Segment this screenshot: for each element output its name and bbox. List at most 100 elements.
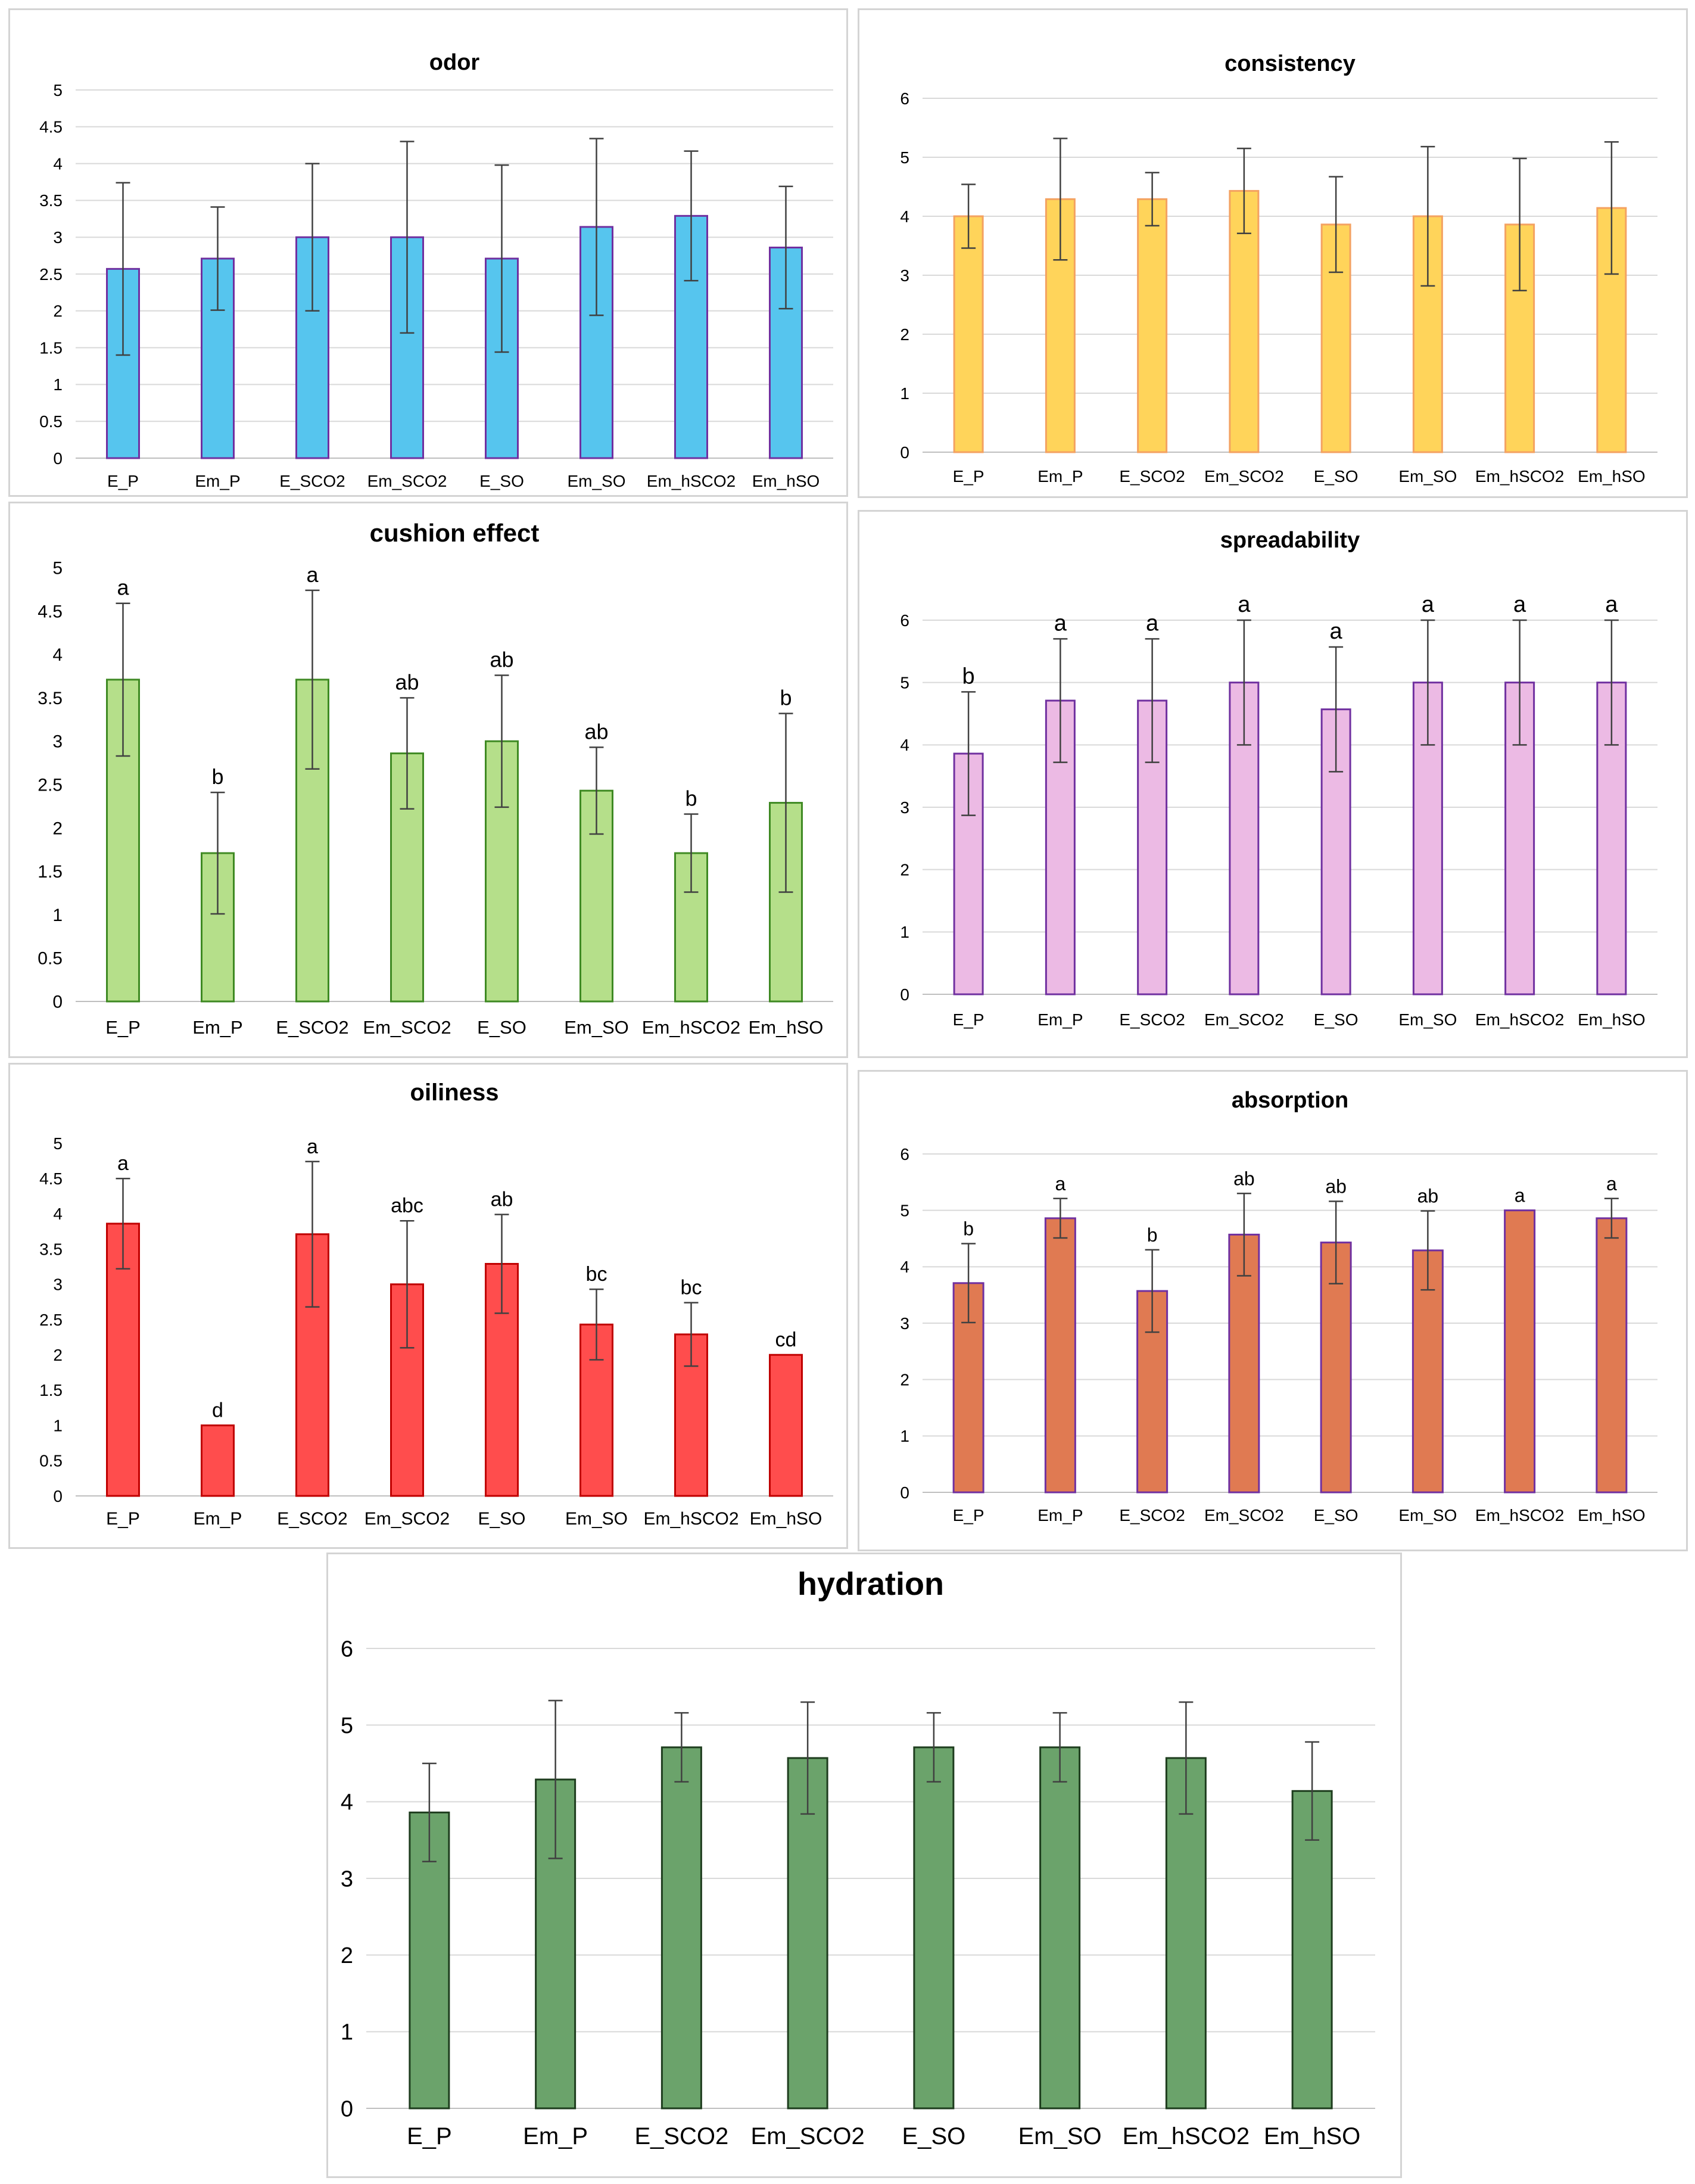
x-tick-label: Em_hSO: [1578, 1010, 1646, 1029]
x-tick-label: Em_hSCO2: [1475, 1506, 1564, 1525]
y-tick-label: 4.5: [39, 1169, 63, 1188]
bar-E_SCO2: [660, 1746, 702, 2110]
significance-letter: a: [1055, 1173, 1065, 1194]
chart-panel-odor: odor 0 0.5 1 1.5 2 2.5 3 3.5 4 4.5 5 E_P Em_P E_SCO2 Em…: [8, 8, 848, 497]
x-tick-label: Em_SCO2: [364, 1509, 450, 1529]
x-tick-label: Em_SO: [565, 1509, 628, 1529]
bar-Em_P: [535, 1778, 577, 2110]
x-tick-label: Em_hSCO2: [1475, 467, 1564, 486]
y-tick-label: 2: [53, 302, 63, 321]
x-tick-label: E_SO: [1314, 1506, 1359, 1525]
significance-letter: ab: [1233, 1168, 1255, 1189]
y-tick-label: 2: [341, 1943, 353, 1968]
y-tick-label: 4: [900, 736, 909, 754]
y-tick-label: 0.5: [39, 412, 63, 431]
x-tick-label: Em_P: [192, 1017, 242, 1038]
y-tick-label: 0: [53, 449, 63, 468]
y-tick-label: 5: [53, 81, 63, 99]
chart-panel-absorption: absorption 0 1 2 3 4 5 6 b E_P a Em_P b E_SCO2 ab Em_SC…: [858, 1070, 1688, 1551]
x-tick-label: Em_P: [194, 1509, 242, 1529]
bar-Em_hSCO2: [1165, 1757, 1207, 2110]
x-tick-label: Em_hSCO2: [643, 1509, 739, 1529]
x-tick-label: Em_SO: [567, 472, 625, 490]
y-tick-label: 3: [900, 798, 909, 817]
x-tick-label: Em_SCO2: [1204, 467, 1284, 486]
bar-Em_SCO2: [1229, 189, 1260, 453]
y-tick-label: 1: [53, 1416, 63, 1435]
chart-panel-cushion-effect: cushion effect 0 0.5 1 1.5 2 2.5 3 3.5 4 4.5 5 a E_P b…: [8, 502, 848, 1058]
x-tick-label: Em_hSCO2: [1475, 1010, 1564, 1029]
y-tick-label: 6: [900, 611, 909, 630]
significance-letter: b: [962, 664, 975, 689]
y-tick-label: 2: [900, 1370, 909, 1389]
y-tick-label: 0.5: [38, 949, 63, 969]
bar-Em_hSO: [1596, 1217, 1628, 1494]
x-tick-label: Em_SO: [1398, 1010, 1457, 1029]
significance-letter: ab: [1417, 1186, 1439, 1207]
x-tick-label: E_SCO2: [277, 1509, 347, 1529]
significance-letter: a: [1605, 592, 1618, 617]
significance-letter: cd: [775, 1329, 797, 1351]
x-tick-label: Em_SO: [1398, 467, 1457, 486]
x-tick-label: Em_hSO: [749, 1017, 824, 1038]
significance-letter: a: [1330, 619, 1343, 644]
x-tick-label: E_SO: [1314, 1010, 1359, 1029]
y-tick-label: 4.5: [39, 118, 63, 136]
y-tick-label: 0: [53, 1487, 63, 1505]
significance-letter: a: [1515, 1185, 1525, 1206]
y-tick-label: 6: [341, 1637, 353, 1662]
x-tick-label: E_SO: [477, 1017, 526, 1038]
significance-letter: b: [211, 764, 223, 789]
chart-cushion-effect: cushion effect 0 0.5 1 1.5 2 2.5 3 3.5 4 4.5 5 a E_P b…: [38, 519, 833, 1038]
significance-letter: a: [1238, 592, 1251, 617]
y-tick-label: 1: [900, 384, 909, 403]
significance-letter: a: [306, 562, 319, 587]
chart-panel-hydration: hydration 0 1 2 3 4 5 6 E_P Em_P E_SCO2 Em_SCO2 E_SO…: [326, 1553, 1402, 2178]
bar-Em_SO: [1412, 1249, 1444, 1494]
bar-Em_hSO: [769, 1354, 803, 1497]
x-tick-label: Em_hSCO2: [1123, 2123, 1250, 2149]
y-tick-label: 1: [900, 1427, 909, 1445]
x-tick-label: Em_hSCO2: [647, 472, 736, 490]
y-tick-label: 0: [900, 443, 909, 462]
y-tick-label: 1.5: [38, 862, 63, 882]
significance-letter: a: [1513, 592, 1526, 617]
chart-odor: odor 0 0.5 1 1.5 2 2.5 3 3.5 4 4.5 5 E_P Em_P E_SCO2 Em…: [39, 50, 833, 490]
y-tick-label: 0: [52, 993, 63, 1012]
y-tick-label: 3: [53, 1275, 63, 1294]
y-tick-label: 1: [52, 906, 63, 925]
bar-Em_SCO2: [390, 236, 424, 459]
chart-hydration: hydration 0 1 2 3 4 5 6 E_P Em_P E_SCO2 Em_SCO2 E_SO…: [341, 1566, 1375, 2149]
y-tick-label: 5: [52, 559, 63, 578]
y-tick-label: 5: [53, 1134, 63, 1153]
significance-letter: a: [1422, 592, 1435, 617]
chart-absorption: absorption 0 1 2 3 4 5 6 b E_P a Em_P b E_SCO2 ab Em_SC…: [900, 1088, 1657, 1525]
chart-spreadability: spreadability 0 1 2 3 4 5 6 b E_P a Em_P a E_SCO2 a Em_…: [900, 528, 1657, 1029]
y-tick-label: 2: [900, 860, 909, 879]
significance-letter: ab: [584, 719, 608, 743]
y-tick-label: 3.5: [39, 1240, 63, 1258]
y-tick-label: 3: [341, 1866, 353, 1891]
y-tick-label: 1: [53, 375, 63, 394]
x-tick-label: Em_hSO: [752, 472, 820, 490]
chart-panel-spreadability: spreadability 0 1 2 3 4 5 6 b E_P a Em_P a E_SCO2 a Em_…: [858, 510, 1688, 1058]
significance-letter: ab: [491, 1189, 513, 1211]
significance-letter: bc: [681, 1277, 702, 1299]
significance-letter: abc: [391, 1194, 423, 1217]
x-tick-label: Em_SO: [1018, 2123, 1102, 2149]
y-tick-label: 4: [53, 1205, 63, 1223]
x-tick-label: Em_hSO: [1578, 1506, 1646, 1525]
chart-panel-oiliness: oiliness 0 0.5 1 1.5 2 2.5 3 3.5 4 4.5 5 a E_P d Em_P a E…: [8, 1063, 848, 1549]
y-tick-label: 6: [900, 1145, 909, 1163]
x-tick-label: Em_P: [523, 2123, 588, 2149]
significance-letter: d: [212, 1399, 223, 1422]
y-tick-label: 4: [900, 1258, 909, 1276]
x-tick-label: E_SCO2: [279, 472, 345, 490]
chart-title: spreadability: [1220, 528, 1360, 553]
x-tick-label: E_P: [953, 1010, 984, 1029]
chart-title: oiliness: [410, 1079, 499, 1106]
x-tick-label: E_SO: [478, 1509, 525, 1529]
significance-letter: ab: [1325, 1176, 1347, 1197]
x-tick-label: Em_hSO: [750, 1509, 822, 1529]
y-tick-label: 1.5: [39, 338, 63, 357]
